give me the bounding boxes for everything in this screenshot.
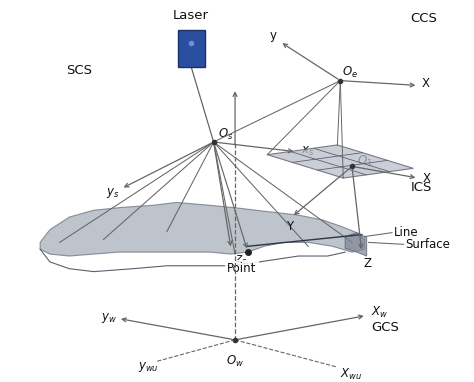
Text: $y_s$: $y_s$ bbox=[106, 186, 120, 200]
Polygon shape bbox=[345, 233, 366, 256]
Text: X: X bbox=[422, 172, 430, 185]
Text: $y_w$: $y_w$ bbox=[100, 311, 117, 325]
Text: $x_s$: $x_s$ bbox=[301, 145, 315, 158]
Text: $O_e$: $O_e$ bbox=[342, 65, 358, 80]
Bar bbox=[178, 30, 205, 67]
Text: ICS: ICS bbox=[410, 181, 432, 194]
Text: Line: Line bbox=[394, 226, 419, 239]
Text: $X_w$: $X_w$ bbox=[372, 305, 389, 320]
Text: $z_s$: $z_s$ bbox=[235, 254, 247, 267]
Text: $X_{wu}$: $X_{wu}$ bbox=[340, 366, 363, 382]
Text: CCS: CCS bbox=[410, 12, 438, 25]
Text: $O_w$: $O_w$ bbox=[226, 353, 244, 369]
Polygon shape bbox=[267, 145, 413, 178]
Text: SCS: SCS bbox=[66, 64, 92, 78]
Text: y: y bbox=[270, 29, 277, 42]
Text: $O_1$: $O_1$ bbox=[357, 154, 373, 169]
Text: X: X bbox=[421, 77, 429, 90]
Text: Point: Point bbox=[227, 262, 256, 275]
Text: Y: Y bbox=[286, 220, 293, 233]
Text: Z: Z bbox=[364, 257, 372, 270]
Polygon shape bbox=[40, 202, 365, 256]
Text: $O_s$: $O_s$ bbox=[219, 127, 234, 142]
Text: Laser: Laser bbox=[173, 9, 209, 22]
Text: Surface: Surface bbox=[406, 238, 450, 251]
Text: GCS: GCS bbox=[372, 320, 400, 334]
Text: $y_{wu}$: $y_{wu}$ bbox=[137, 360, 158, 374]
